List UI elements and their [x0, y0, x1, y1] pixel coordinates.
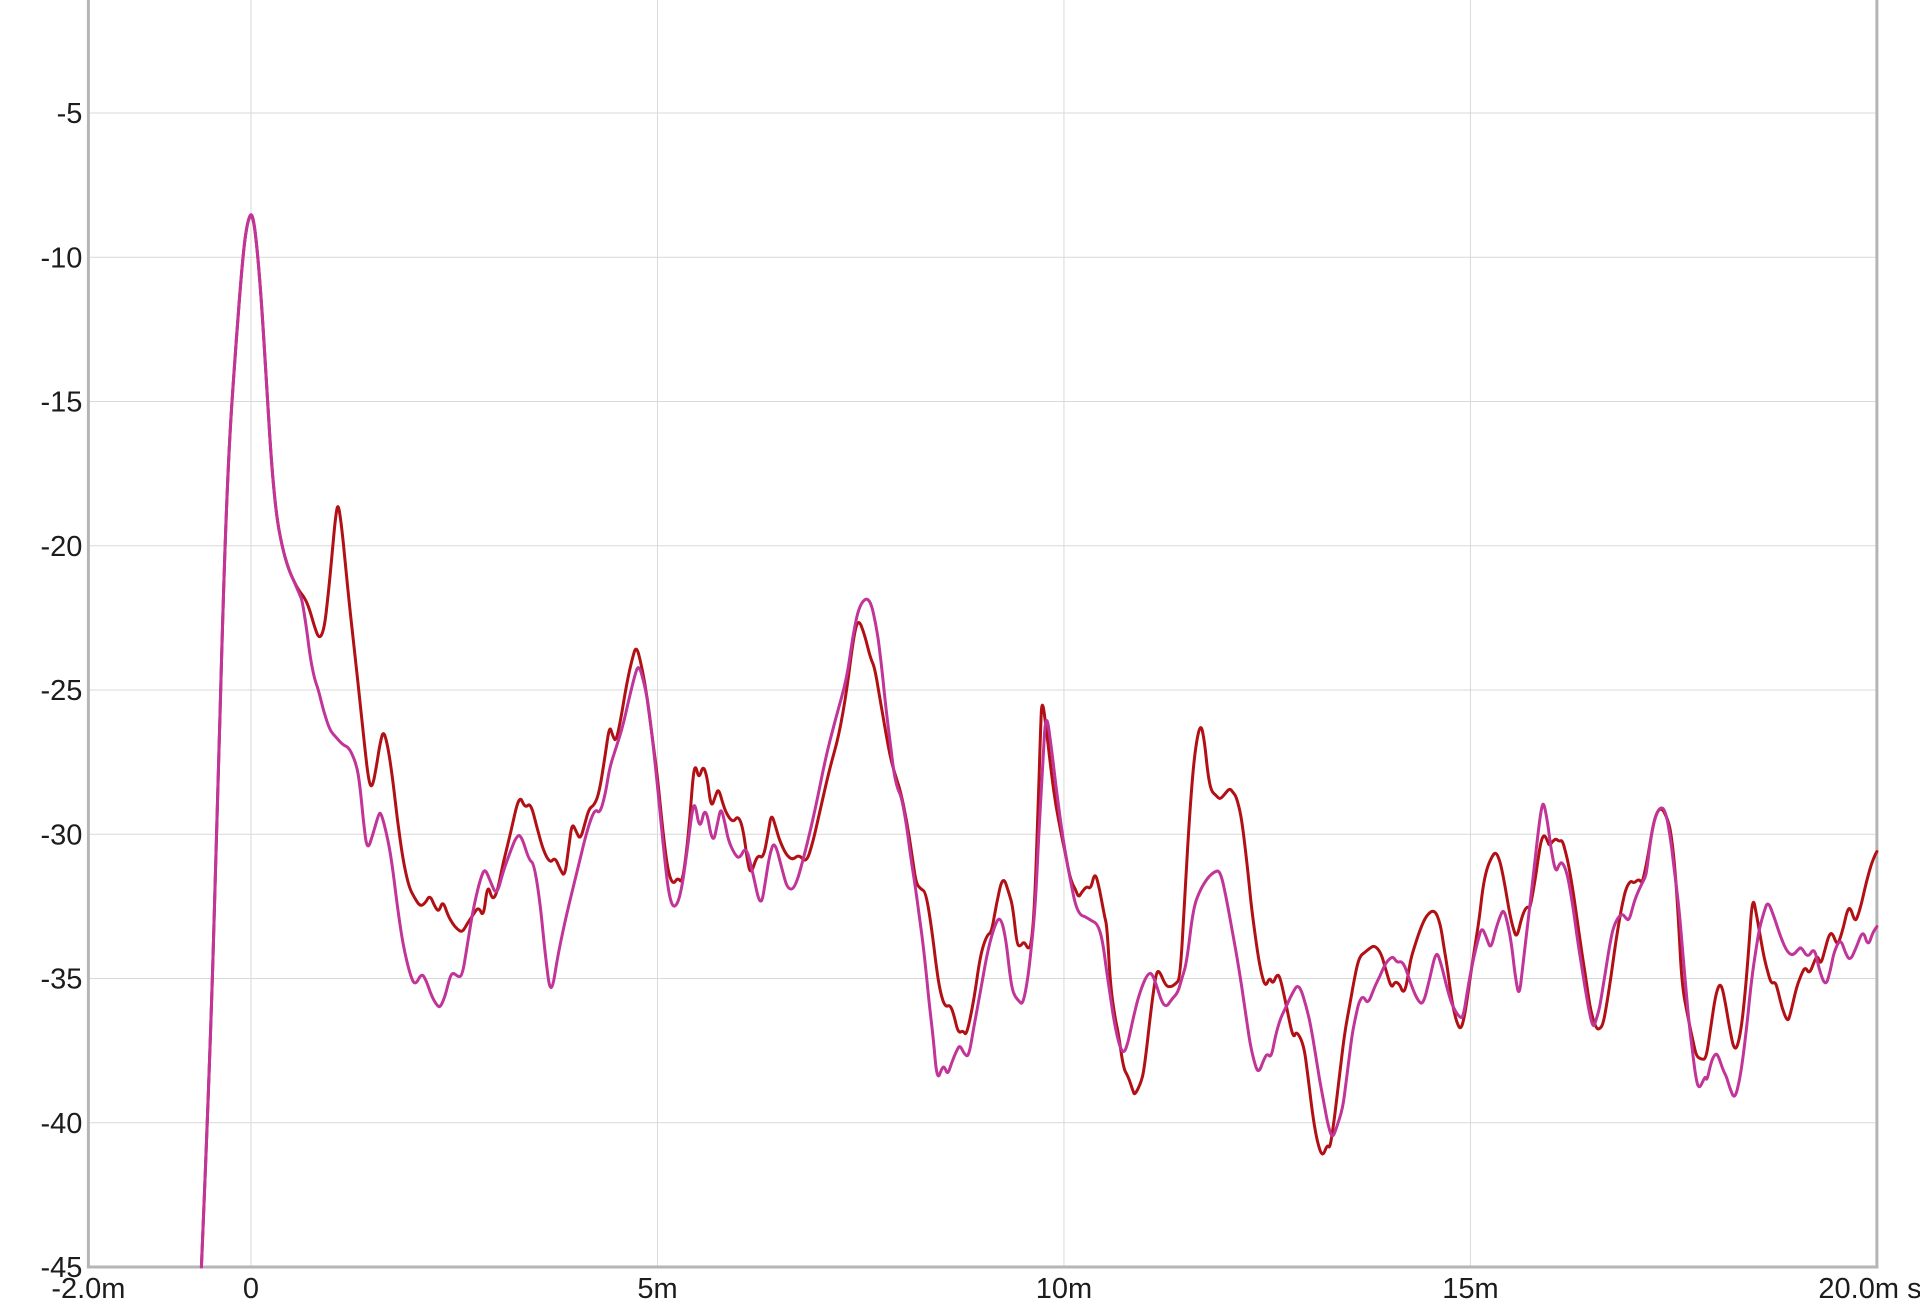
y-tick-label--5: -5: [57, 98, 83, 130]
y-tick-label--20: -20: [40, 531, 82, 563]
series-line-measurement-magenta: [199, 213, 1879, 1269]
y-tick-label--25: -25: [40, 675, 82, 707]
series-line-measurement-dark-red: [199, 214, 1879, 1269]
y-tick-label--15: -15: [40, 387, 82, 419]
x-tick-label-0: 0: [243, 1273, 259, 1300]
y-tick-label--30: -30: [40, 819, 82, 851]
y-tick-label--35: -35: [40, 964, 82, 996]
y-tick-label--10: -10: [40, 242, 82, 274]
y-tick-label--45: -45: [40, 1252, 82, 1284]
x-tick-label-5: 5m: [637, 1273, 677, 1300]
x-tick-label-20: 20.0m s: [1818, 1273, 1920, 1300]
x-tick-label-10: 10m: [1036, 1273, 1092, 1300]
x-tick-label-15: 15m: [1442, 1273, 1498, 1300]
x-tick-label--2: -2.0m: [51, 1273, 125, 1300]
y-tick-label--40: -40: [40, 1108, 82, 1140]
